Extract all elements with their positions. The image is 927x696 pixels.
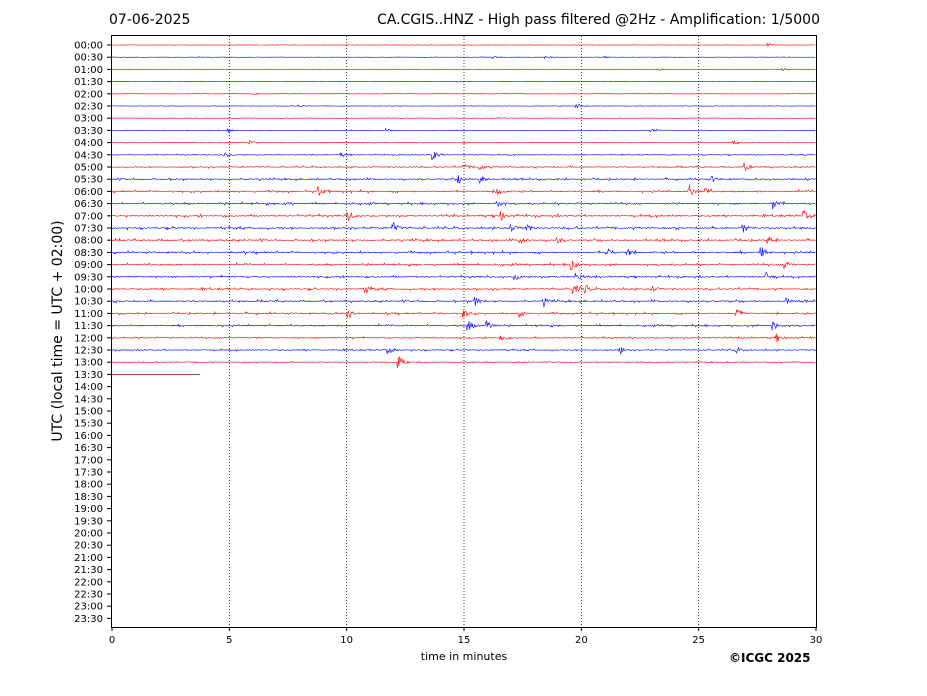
plot-frame xyxy=(111,35,817,628)
trace-row-00:00 xyxy=(111,42,816,48)
y-tick-label: 23:30 xyxy=(74,614,103,625)
y-tick-label: 11:00 xyxy=(74,309,103,320)
trace-row-03:00 xyxy=(111,117,816,119)
trace-row-00:30 xyxy=(111,55,816,60)
y-tick-label: 18:00 xyxy=(74,480,103,491)
y-tick-label: 15:00 xyxy=(74,407,103,418)
y-tick-label: 08:00 xyxy=(74,236,103,247)
trace-row-12:30 xyxy=(111,347,816,355)
trace-row-09:00 xyxy=(111,260,816,271)
y-tick-label: 10:30 xyxy=(74,297,103,308)
trace-row-06:30 xyxy=(111,200,816,210)
y-tick-label: 12:00 xyxy=(74,333,103,344)
y-tick-label: 00:00 xyxy=(74,41,103,52)
y-tick-label: 15:30 xyxy=(74,419,103,430)
y-tick-label: 14:30 xyxy=(74,394,103,405)
trace-row-08:30 xyxy=(111,247,816,257)
x-tick-label: 20 xyxy=(575,635,588,646)
y-tick-label: 17:00 xyxy=(74,455,103,466)
trace-row-11:30 xyxy=(111,320,816,331)
trace-row-01:00 xyxy=(111,67,816,71)
trace-row-11:00 xyxy=(111,309,816,319)
y-tick-label: 05:00 xyxy=(74,163,103,174)
y-tick-label: 01:30 xyxy=(74,77,103,88)
seismic-traces xyxy=(111,42,816,375)
x-tick-label: 10 xyxy=(340,635,353,646)
trace-row-05:30 xyxy=(111,175,816,184)
y-axis-label: UTC (local time = UTC + 02:00) xyxy=(50,220,66,441)
x-tick-label: 25 xyxy=(692,635,705,646)
y-tick-label: 18:30 xyxy=(74,492,103,503)
y-tick-label: 12:30 xyxy=(74,346,103,357)
y-tick-label: 07:30 xyxy=(74,224,103,235)
y-tick-label: 21:30 xyxy=(74,565,103,576)
y-tick-label: 16:00 xyxy=(74,431,103,442)
y-tick-label: 04:30 xyxy=(74,150,103,161)
y-tick-label: 16:30 xyxy=(74,443,103,454)
y-tick-label: 06:00 xyxy=(74,187,103,198)
y-tick-label: 19:30 xyxy=(74,516,103,527)
y-tick-label: 20:00 xyxy=(74,529,103,540)
copyright-credit: ©ICGC 2025 xyxy=(729,651,811,665)
y-tick-label: 09:00 xyxy=(74,260,103,271)
x-axis-label: time in minutes xyxy=(421,650,508,663)
trace-row-02:00 xyxy=(111,92,816,96)
x-tick-label: 15 xyxy=(458,635,471,646)
y-tick-label: 20:30 xyxy=(74,541,103,552)
y-tick-label: 04:00 xyxy=(74,138,103,149)
y-tick-label: 01:00 xyxy=(74,65,103,76)
trace-row-02:30 xyxy=(111,103,816,109)
y-tick-label: 02:30 xyxy=(74,102,103,113)
y-tick-label: 23:00 xyxy=(74,602,103,613)
trace-row-09:30 xyxy=(111,271,816,281)
trace-row-08:00 xyxy=(111,236,816,244)
y-tick-label: 22:00 xyxy=(74,577,103,588)
y-tick-label: 03:30 xyxy=(74,126,103,137)
trace-row-04:00 xyxy=(111,139,816,145)
y-tick-label: 03:00 xyxy=(74,114,103,125)
trace-row-07:30 xyxy=(111,221,816,233)
chart-title: CA.CGIS..HNZ - High pass filtered @2Hz -… xyxy=(377,12,820,28)
trace-row-10:00 xyxy=(111,284,816,294)
y-tick-label: 09:30 xyxy=(74,272,103,283)
x-axis-ticks: 0 5 10 15 20 25 30 xyxy=(109,627,823,646)
y-tick-label: 00:30 xyxy=(74,53,103,64)
x-tick-label: 5 xyxy=(226,635,232,646)
y-tick-label: 07:00 xyxy=(74,211,103,222)
trace-row-05:00 xyxy=(111,162,816,172)
y-tick-label: 21:00 xyxy=(74,553,103,564)
x-tick-label: 0 xyxy=(109,635,115,646)
vertical-gridlines xyxy=(228,36,700,627)
x-tick-label: 30 xyxy=(810,635,823,646)
y-tick-label: 02:00 xyxy=(74,89,103,100)
trace-row-01:30 xyxy=(111,80,816,83)
y-tick-label: 19:00 xyxy=(74,504,103,515)
trace-row-12:00 xyxy=(111,333,816,343)
trace-row-10:30 xyxy=(111,296,816,308)
trace-row-13:00 xyxy=(111,356,816,368)
y-tick-label: 13:00 xyxy=(74,358,103,369)
y-tick-label: 13:30 xyxy=(74,370,103,381)
y-tick-label: 17:30 xyxy=(74,468,103,479)
trace-row-03:30 xyxy=(111,127,816,134)
y-tick-label: 10:00 xyxy=(74,285,103,296)
y-tick-label: 22:30 xyxy=(74,590,103,601)
trace-row-07:00 xyxy=(111,209,816,222)
y-tick-label: 11:30 xyxy=(74,321,103,332)
date-label: 07-06-2025 xyxy=(109,12,191,28)
y-tick-label: 08:30 xyxy=(74,248,103,259)
y-tick-label: 14:00 xyxy=(74,382,103,393)
trace-row-04:30 xyxy=(111,151,816,161)
trace-row-06:00 xyxy=(111,184,816,196)
y-tick-label: 06:30 xyxy=(74,199,103,210)
y-tick-label: 05:30 xyxy=(74,175,103,186)
